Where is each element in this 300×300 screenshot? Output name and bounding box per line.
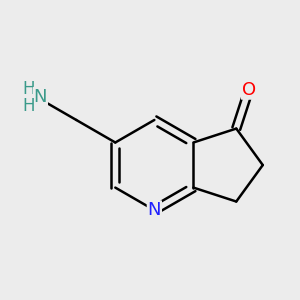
Text: N: N	[148, 201, 161, 219]
Text: H: H	[23, 80, 35, 98]
Text: O: O	[242, 81, 256, 99]
Text: H: H	[23, 97, 35, 115]
Text: N: N	[34, 88, 47, 106]
